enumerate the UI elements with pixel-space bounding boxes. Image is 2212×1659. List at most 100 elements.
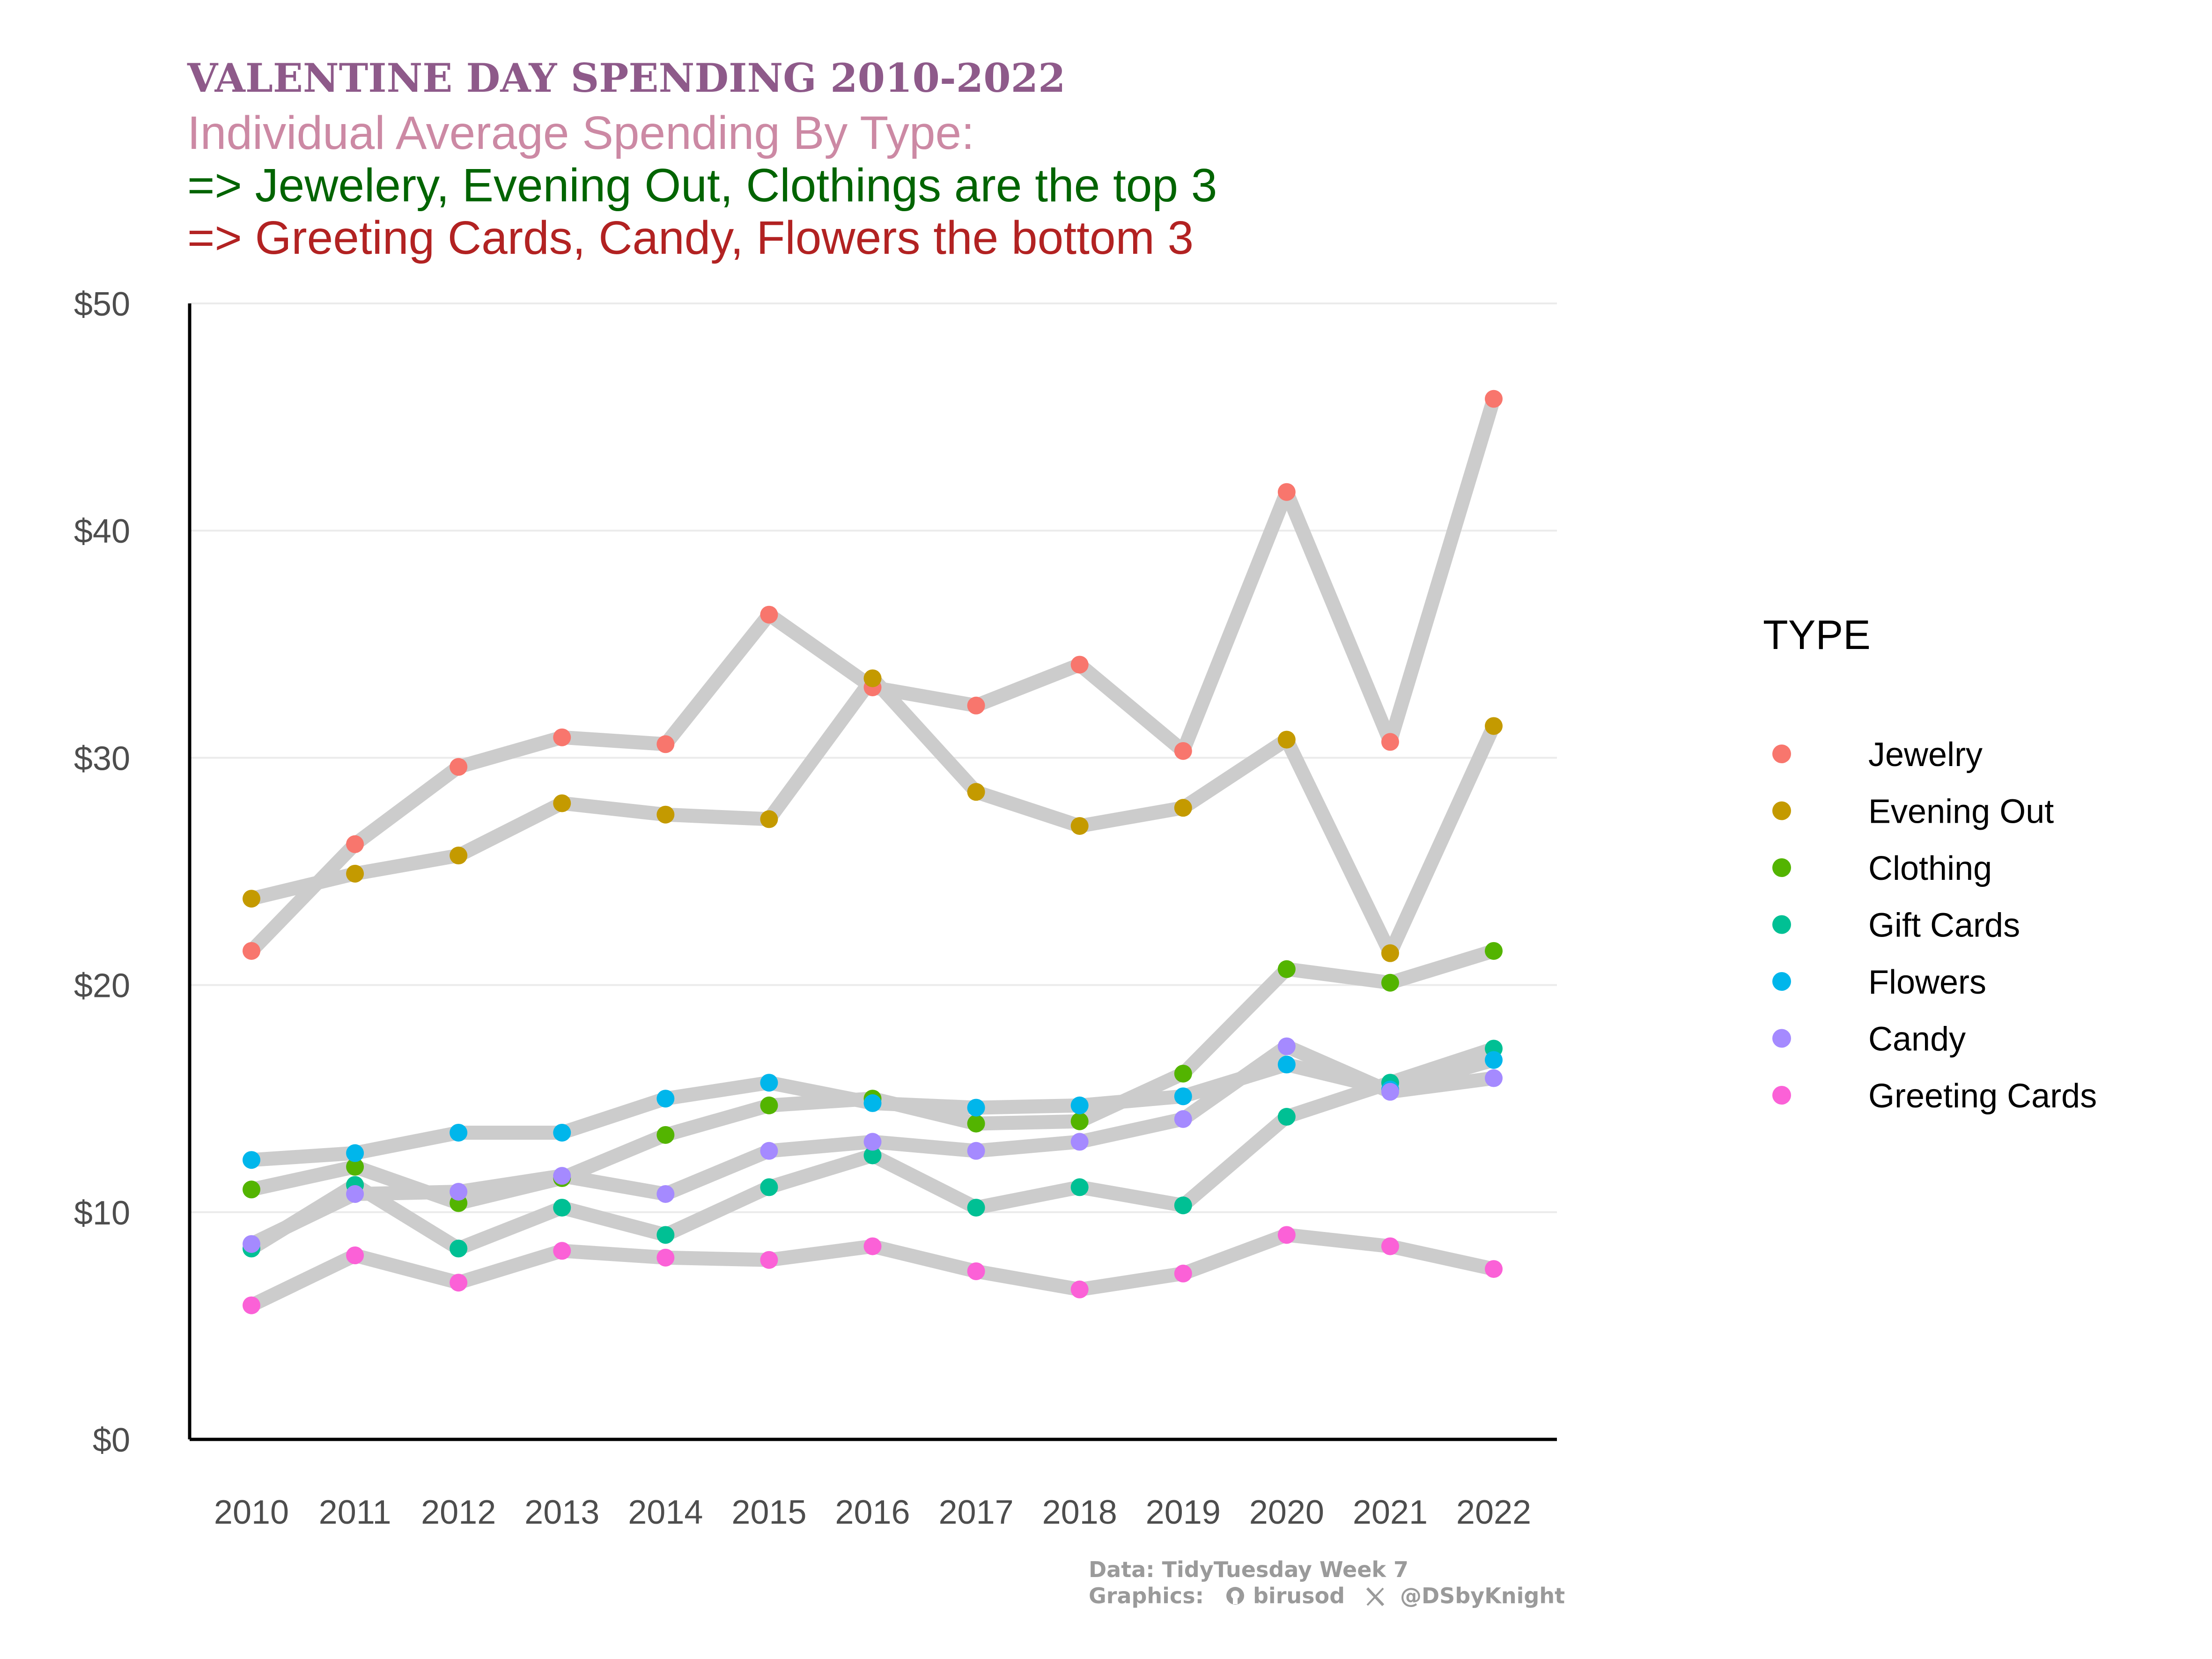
data-point-jewelry: [1070, 656, 1089, 674]
caption-data-source: Data: TidyTuesday Week 7: [1089, 1557, 1408, 1582]
x-tick-label: 2017: [938, 1494, 1013, 1531]
data-point-greeting-cards: [1070, 1280, 1089, 1298]
data-point-flowers: [243, 1151, 260, 1169]
data-point-greeting-cards: [553, 1242, 571, 1260]
data-point-jewelry: [346, 835, 364, 853]
data-point-evening-out: [656, 805, 675, 824]
data-point-evening-out: [1174, 799, 1192, 817]
gridlines: [190, 302, 1557, 1213]
y-tick-label: $30: [74, 740, 130, 777]
legend-key: [1772, 745, 1791, 763]
data-point-clothing: [1070, 1112, 1089, 1130]
caption-x-handle: @DSbyKnight: [1400, 1583, 1565, 1608]
x-tick-label: 2018: [1042, 1494, 1117, 1531]
x-tick-label: 2022: [1456, 1494, 1531, 1531]
x-tick-labels: 2010 2011 2012 2013 2014 2015 2016 2017 2018 2019…: [214, 1494, 1531, 1531]
data-point-gift-cards: [1174, 1196, 1192, 1215]
legend-title: TYPE: [1763, 612, 1871, 658]
data-point-candy: [967, 1142, 985, 1160]
legend-items: Jewelry Evening Out Clothing Gift Cards Flow…: [1772, 736, 2097, 1115]
data-point-flowers: [863, 1094, 882, 1112]
data-point-clothing: [1277, 960, 1296, 978]
data-point-jewelry: [656, 735, 675, 753]
x-tick-label: 2012: [421, 1494, 496, 1531]
data-point-candy: [346, 1185, 364, 1203]
data-point-jewelry: [967, 696, 985, 715]
data-point-greeting-cards: [1277, 1226, 1296, 1244]
x-tick-label: 2016: [835, 1494, 910, 1531]
x-icon: [1366, 1587, 1385, 1607]
x-tick-label: 2011: [319, 1494, 391, 1531]
top-three-note: => Jewelery, Evening Out, Clothings are …: [187, 159, 1217, 212]
data-point-greeting-cards: [967, 1262, 985, 1280]
data-point-candy: [863, 1133, 882, 1151]
data-point-jewelry: [1381, 733, 1399, 751]
data-point-flowers: [346, 1144, 364, 1162]
data-point-jewelry: [760, 605, 778, 624]
data-point-greeting-cards: [346, 1246, 364, 1264]
x-tick-label: 2020: [1249, 1494, 1324, 1531]
data-point-jewelry: [1277, 483, 1296, 501]
data-point-flowers: [1174, 1087, 1192, 1106]
data-point-clothing: [760, 1096, 778, 1114]
caption: Data: TidyTuesday Week 7 Graphics: birus…: [1089, 1557, 1565, 1608]
data-point-clothing: [656, 1126, 675, 1144]
data-point-candy: [243, 1235, 260, 1253]
data-point-flowers: [760, 1074, 778, 1092]
legend-key: [1772, 801, 1791, 820]
legend-label: Gift Cards: [1868, 907, 2020, 944]
data-point-flowers: [1070, 1096, 1089, 1114]
legend: TYPE Jewelry Evening Out Clothing Gift Card…: [1763, 612, 2097, 1115]
data-point-candy: [1070, 1133, 1089, 1151]
data-point-greeting-cards: [1174, 1264, 1192, 1283]
x-tick-label: 2021: [1353, 1494, 1428, 1531]
y-tick-label: $40: [74, 513, 130, 550]
data-point-evening-out: [967, 783, 985, 801]
data-point-candy: [1485, 1069, 1503, 1087]
data-point-evening-out: [760, 810, 778, 828]
data-point-candy: [1277, 1037, 1296, 1055]
data-point-flowers: [1277, 1055, 1296, 1074]
data-point-clothing: [1381, 973, 1399, 992]
chart-title: VALENTINE DAY SPENDING 2010-2022: [187, 55, 1066, 101]
data-point-evening-out: [863, 669, 882, 687]
data-point-jewelry: [1174, 742, 1192, 760]
data-point-gift-cards: [760, 1178, 778, 1196]
data-point-gift-cards: [1070, 1178, 1089, 1196]
axes: [188, 303, 1557, 1441]
caption-github-handle: birusod: [1253, 1583, 1345, 1608]
data-point-evening-out: [450, 847, 468, 865]
chart-subtitle: Individual Average Spending By Type:: [187, 107, 974, 159]
y-tick-label: $20: [74, 967, 130, 1005]
data-point-clothing: [346, 1158, 364, 1176]
data-point-jewelry: [450, 758, 468, 776]
github-icon: [1226, 1587, 1244, 1605]
legend-label: Evening Out: [1868, 793, 2054, 831]
data-point-candy: [553, 1167, 571, 1185]
data-point-clothing: [243, 1180, 260, 1199]
data-point-evening-out: [1381, 944, 1399, 962]
x-tick-label: 2015: [731, 1494, 806, 1531]
y-tick-labels: $0 $10 $20 $30 $40 $50: [74, 286, 130, 1459]
data-point-evening-out: [553, 794, 571, 812]
data-point-flowers: [1485, 1051, 1503, 1069]
legend-key: [1772, 915, 1791, 934]
legend-label: Jewelry: [1868, 736, 1983, 774]
data-point-gift-cards: [553, 1199, 571, 1217]
x-tick-label: 2019: [1146, 1494, 1221, 1531]
data-point-flowers: [553, 1123, 571, 1142]
data-point-clothing: [1485, 942, 1503, 960]
data-point-clothing: [1174, 1064, 1192, 1083]
data-point-greeting-cards: [243, 1296, 260, 1314]
data-point-evening-out: [1070, 817, 1089, 835]
legend-label: Greeting Cards: [1868, 1077, 2097, 1115]
data-point-flowers: [450, 1123, 468, 1142]
data-point-greeting-cards: [760, 1251, 778, 1269]
data-point-candy: [1174, 1110, 1192, 1128]
bottom-three-note: => Greeting Cards, Candy, Flowers the bo…: [187, 212, 1194, 264]
y-tick-label: $10: [74, 1194, 130, 1232]
x-tick-label: 2013: [524, 1494, 599, 1531]
data-point-greeting-cards: [863, 1237, 882, 1255]
data-point-gift-cards: [656, 1226, 675, 1244]
